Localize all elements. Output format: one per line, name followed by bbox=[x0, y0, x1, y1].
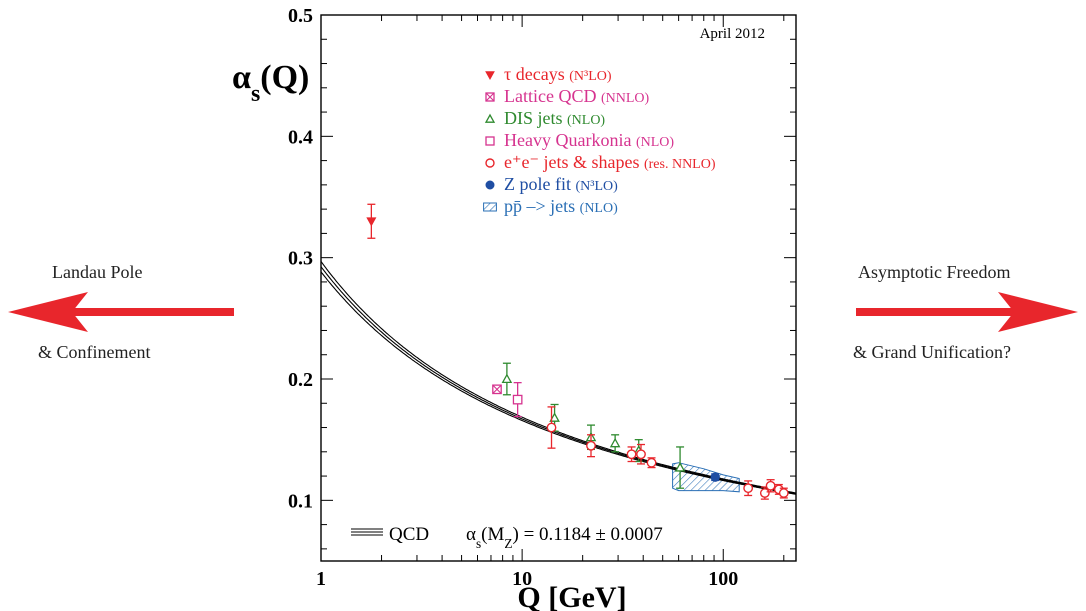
legend-entry: e⁺e⁻ jets & shapes (res. NNLO) bbox=[485, 152, 716, 172]
legend-entry: Z pole fit (N³LO) bbox=[485, 174, 618, 194]
data-point bbox=[512, 381, 523, 418]
legend-label: Heavy Quarkonia (NLO) bbox=[504, 130, 674, 150]
qcd-curve bbox=[320, 271, 797, 495]
legend-label: Z pole fit (N³LO) bbox=[504, 174, 618, 194]
marker bbox=[492, 384, 502, 395]
marker bbox=[366, 217, 377, 227]
data-point bbox=[586, 434, 596, 458]
qcd-legend-label: QCD bbox=[389, 524, 429, 545]
fit-value-text: αs(MZ) = 0.1184 ± 0.0007 bbox=[466, 524, 663, 551]
marker bbox=[778, 488, 789, 498]
marker bbox=[512, 394, 523, 405]
left-annotation-line1: Landau Pole bbox=[52, 262, 143, 282]
legend-label: τ decays (N³LO) bbox=[504, 64, 612, 84]
marker bbox=[546, 422, 557, 433]
marker bbox=[586, 440, 596, 451]
data-point bbox=[492, 384, 502, 395]
marker bbox=[743, 483, 754, 494]
data-point bbox=[609, 434, 621, 453]
marker bbox=[636, 449, 646, 460]
data-point bbox=[710, 472, 720, 482]
legend-marker bbox=[483, 202, 497, 212]
data-point bbox=[646, 457, 657, 469]
legend-label: pp̄ –> jets (NLO) bbox=[504, 196, 618, 216]
legend-entry: τ decays (N³LO) bbox=[485, 64, 612, 84]
marker bbox=[609, 437, 621, 448]
legend-marker bbox=[484, 113, 496, 123]
left-annotation-line2: & Confinement bbox=[38, 342, 151, 362]
data-point bbox=[626, 446, 637, 463]
legend-label: DIS jets (NLO) bbox=[504, 108, 605, 128]
marker bbox=[765, 480, 776, 491]
data-point bbox=[765, 479, 776, 493]
x-axis-title: Q [GeV] bbox=[517, 581, 626, 611]
marker bbox=[759, 488, 770, 498]
right-annotation-line1: Asymptotic Freedom bbox=[858, 262, 1011, 282]
right-annotation-line2: & Grand Unification? bbox=[853, 342, 1011, 362]
data-point bbox=[546, 406, 557, 449]
marker bbox=[646, 457, 657, 468]
marker bbox=[501, 373, 513, 384]
legend-entry: Lattice QCD (NNLO) bbox=[485, 86, 650, 106]
legend-marker bbox=[485, 136, 495, 146]
x-tick-label: 1 bbox=[316, 568, 326, 590]
qcd-curve bbox=[320, 266, 797, 495]
x-tick-label: 10 bbox=[512, 568, 532, 590]
right-arrow bbox=[856, 292, 1078, 332]
marker bbox=[674, 462, 686, 472]
date-note: April 2012 bbox=[700, 26, 765, 42]
legend-entry: DIS jets (NLO) bbox=[484, 108, 605, 128]
marker bbox=[710, 472, 720, 482]
data-point bbox=[778, 487, 789, 499]
data-point bbox=[501, 362, 513, 396]
data-point bbox=[759, 486, 770, 500]
data-point bbox=[743, 480, 754, 497]
data-point bbox=[674, 446, 686, 489]
x-tick-label: 100 bbox=[708, 568, 738, 590]
y-tick-label: 0.4 bbox=[288, 126, 313, 148]
data-point bbox=[636, 443, 646, 465]
qcd-legend: QCD αs(MZ) = 0.1184 ± 0.0007 bbox=[351, 524, 663, 551]
y-tick-label: 0.5 bbox=[288, 5, 313, 27]
legend-marker bbox=[485, 92, 495, 102]
plot-frame bbox=[320, 14, 797, 562]
left-arrow bbox=[8, 292, 234, 332]
legend-marker bbox=[485, 158, 495, 168]
marker bbox=[626, 449, 637, 460]
legend-label: e⁺e⁻ jets & shapes (res. NNLO) bbox=[504, 152, 716, 172]
y-tick-label: 0.2 bbox=[288, 369, 313, 391]
legend-marker bbox=[485, 180, 495, 190]
y-tick-label: 0.3 bbox=[288, 248, 313, 270]
marker bbox=[549, 412, 560, 422]
qcd-curve bbox=[320, 261, 797, 494]
y-axis-title: αs(Q) bbox=[232, 59, 309, 107]
legend-label: Lattice QCD (NNLO) bbox=[504, 86, 650, 106]
data-point bbox=[366, 203, 377, 239]
legend-marker bbox=[485, 71, 495, 81]
legend-entry: pp̄ –> jets (NLO) bbox=[483, 196, 618, 216]
legend-entry: Heavy Quarkonia (NLO) bbox=[485, 130, 674, 150]
y-tick-label: 0.1 bbox=[288, 490, 313, 512]
